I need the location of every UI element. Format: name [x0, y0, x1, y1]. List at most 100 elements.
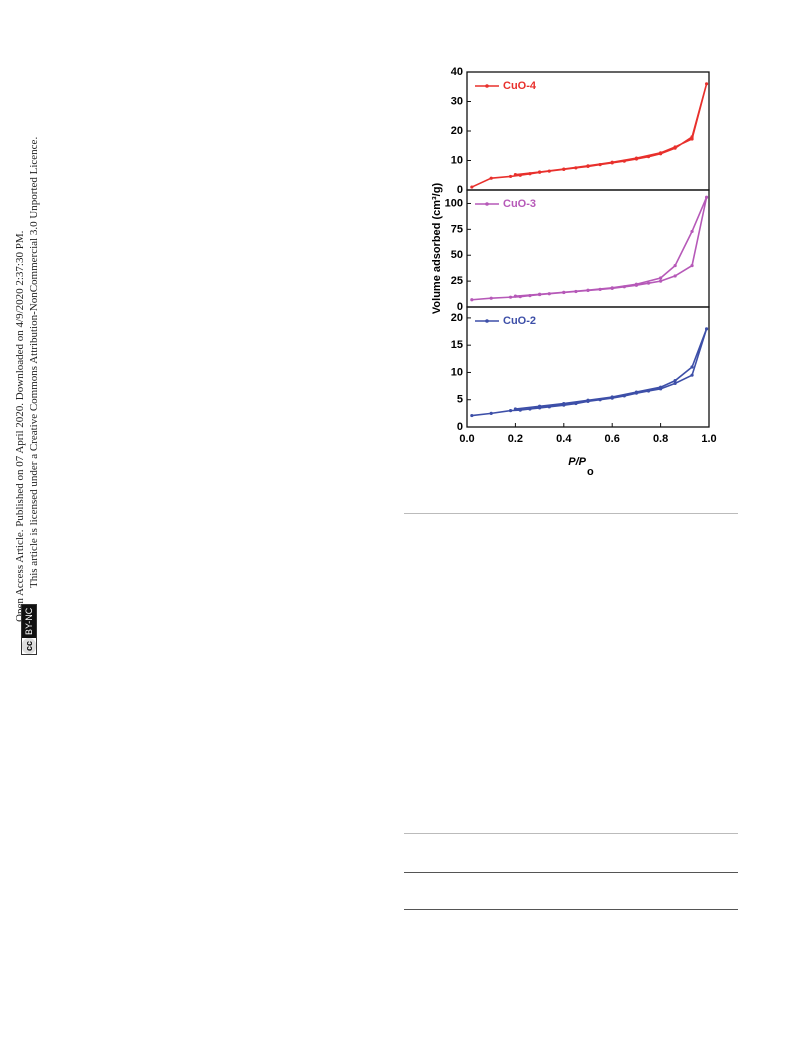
point [598, 398, 602, 402]
rule [404, 513, 738, 514]
point [547, 169, 551, 173]
y-tick-label: 30 [451, 95, 463, 107]
point [598, 163, 602, 167]
point [489, 176, 493, 180]
point [547, 292, 551, 296]
plot-frame [466, 306, 710, 428]
y-tick-label: 0 [457, 421, 463, 433]
y-tick-label: 75 [451, 223, 463, 235]
x-tick-label: 1.0 [701, 433, 716, 445]
legend-label: CuO-4 [503, 80, 537, 92]
series-line [471, 328, 708, 417]
series-line [471, 83, 708, 188]
point [470, 413, 474, 418]
y-tick-label: 5 [457, 394, 463, 406]
y-tick-label: 40 [451, 66, 463, 78]
point [704, 82, 709, 86]
point [538, 170, 542, 174]
point [673, 274, 677, 278]
point [673, 379, 677, 383]
series-line [471, 196, 708, 301]
point [634, 282, 639, 286]
point [704, 195, 709, 199]
point [586, 164, 590, 168]
rule [404, 872, 738, 873]
y-tick-label: 0 [457, 184, 463, 196]
point [659, 276, 663, 280]
point [562, 401, 566, 406]
y-tick-label: 20 [451, 312, 463, 324]
legend-label: CuO-3 [503, 198, 536, 210]
point [646, 155, 651, 159]
legend-label: CuO-2 [503, 315, 536, 327]
point [622, 285, 626, 289]
point [586, 288, 590, 292]
legend-marker [485, 319, 489, 323]
point [690, 137, 694, 141]
point [489, 296, 493, 300]
point [690, 263, 694, 268]
point [610, 160, 614, 164]
x-axis-label: P/P [568, 456, 586, 468]
legend-marker [485, 84, 489, 88]
point [538, 404, 542, 408]
point [704, 327, 709, 331]
badge-cc: cc [22, 637, 36, 654]
y-tick-label: 10 [451, 154, 463, 166]
point [646, 281, 651, 285]
point [528, 294, 532, 298]
point [659, 385, 663, 389]
y-tick-label: 50 [451, 249, 463, 261]
point [690, 229, 694, 234]
point [528, 407, 532, 411]
x-tick-label: 0.6 [605, 433, 620, 445]
point [470, 298, 474, 302]
point [513, 173, 518, 177]
point [646, 389, 651, 393]
point [489, 411, 493, 415]
y-tick-label: 100 [445, 197, 463, 209]
point [518, 173, 522, 177]
y-axis-label: Volume adsorbed (cm³/g) [431, 183, 443, 315]
x-tick-label: 0.0 [459, 433, 474, 445]
point [508, 295, 513, 299]
point [547, 405, 551, 409]
point [513, 294, 518, 298]
point [598, 287, 602, 291]
licence-badge: cc BY-NC [21, 603, 37, 655]
point [622, 159, 626, 163]
rule [404, 909, 738, 910]
point [562, 167, 566, 171]
point [574, 166, 578, 170]
point [673, 145, 677, 149]
legend-marker [485, 202, 489, 206]
point [470, 185, 474, 189]
point [659, 279, 663, 283]
y-tick-label: 20 [451, 125, 463, 137]
point [518, 408, 522, 412]
point [690, 373, 694, 377]
point [518, 295, 522, 299]
point [508, 174, 513, 179]
point [659, 151, 663, 155]
rule [404, 833, 738, 834]
x-tick-label: 0.4 [556, 433, 572, 445]
point [528, 172, 532, 176]
x-axis-label-sub: o [587, 466, 594, 478]
point [634, 156, 639, 160]
point [574, 401, 578, 406]
point [673, 263, 677, 268]
point [610, 286, 614, 290]
y-tick-label: 25 [451, 275, 463, 287]
x-tick-label: 0.8 [653, 433, 668, 445]
point [538, 292, 542, 296]
y-tick-label: 0 [457, 301, 463, 313]
point [562, 290, 566, 294]
point [622, 394, 626, 398]
badge-by: BY-NC [22, 604, 36, 638]
point [513, 407, 518, 411]
point [586, 398, 590, 402]
y-tick-label: 10 [451, 366, 463, 378]
